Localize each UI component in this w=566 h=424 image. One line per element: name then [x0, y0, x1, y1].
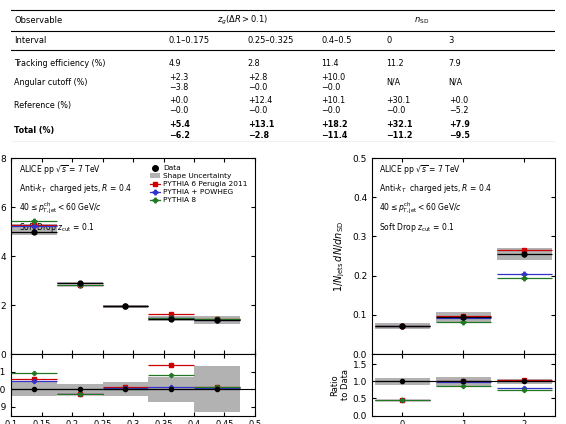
Bar [11, 224, 57, 234]
Bar [57, 384, 102, 394]
Text: +2.3
−3.8: +2.3 −3.8 [169, 73, 188, 92]
Text: N/A: N/A [449, 78, 463, 87]
Text: +0.0
−0.0: +0.0 −0.0 [169, 96, 188, 115]
Text: +32.1
−11.2: +32.1 −11.2 [386, 120, 413, 140]
Text: +10.1
−0.0: +10.1 −0.0 [321, 96, 345, 115]
Y-axis label: $1/N_\mathrm{jets}\,dN/dn_\mathrm{SD}$: $1/N_\mathrm{jets}\,dN/dn_\mathrm{SD}$ [333, 220, 348, 292]
Text: Interval: Interval [14, 36, 46, 45]
Bar [497, 379, 552, 383]
Bar [375, 378, 430, 385]
Text: +12.4
−0.0: +12.4 −0.0 [248, 96, 272, 115]
Text: $z_g(\Delta R > 0.1)$: $z_g(\Delta R > 0.1)$ [217, 14, 268, 27]
Text: 2.8: 2.8 [248, 59, 260, 68]
Text: 0.25–0.325: 0.25–0.325 [248, 36, 294, 45]
Text: Angular cutoff (%): Angular cutoff (%) [14, 78, 88, 87]
Text: Observable: Observable [14, 16, 62, 25]
Y-axis label: Ratio
to Data: Ratio to Data [331, 369, 350, 400]
Text: 0: 0 [386, 36, 392, 45]
Text: ALICE pp $\sqrt{s}$ = 7 TeV
Anti-$k_T$  charged jets, $R$ = 0.4
$40 \leq p^{\rm : ALICE pp $\sqrt{s}$ = 7 TeV Anti-$k_T$ c… [379, 164, 492, 234]
Bar [11, 382, 57, 396]
Text: 11.2: 11.2 [386, 59, 404, 68]
Legend: Data, Shape Uncertainty, PYTHIA 6 Perugia 2011, PYTHIA + POWHEG, PYTHIA 8: Data, Shape Uncertainty, PYTHIA 6 Perugi… [148, 164, 248, 205]
Bar [375, 323, 430, 329]
Text: 4.9: 4.9 [169, 59, 182, 68]
Text: 11.4: 11.4 [321, 59, 338, 68]
Text: +0.0
−5.2: +0.0 −5.2 [449, 96, 468, 115]
Text: Tracking efficiency (%): Tracking efficiency (%) [14, 59, 105, 68]
Bar [436, 377, 491, 386]
Text: 3: 3 [449, 36, 454, 45]
Bar [148, 316, 194, 321]
Text: +10.0
−0.0: +10.0 −0.0 [321, 73, 345, 92]
Text: +5.4
−6.2: +5.4 −6.2 [169, 120, 190, 140]
Text: Total (%): Total (%) [14, 126, 54, 134]
Text: +2.8
−0.0: +2.8 −0.0 [248, 73, 267, 92]
Text: +13.1
−2.8: +13.1 −2.8 [248, 120, 274, 140]
Text: +18.2
−11.4: +18.2 −11.4 [321, 120, 348, 140]
Bar [102, 305, 148, 308]
Text: Reference (%): Reference (%) [14, 101, 71, 110]
Text: $n_\mathrm{SD}$: $n_\mathrm{SD}$ [414, 15, 429, 26]
Bar [148, 377, 194, 402]
Bar [194, 366, 239, 412]
Bar [102, 382, 148, 396]
Text: N/A: N/A [386, 78, 400, 87]
Text: 0.4–0.5: 0.4–0.5 [321, 36, 351, 45]
Text: ALICE pp $\sqrt{s}$ = 7 TeV
Anti-$k_T$  charged jets, $R$ = 0.4
$40 \leq p^{\rm : ALICE pp $\sqrt{s}$ = 7 TeV Anti-$k_T$ c… [19, 164, 132, 234]
Bar [497, 248, 552, 260]
Bar [57, 282, 102, 285]
Text: 7.9: 7.9 [449, 59, 461, 68]
Text: +7.9
−9.5: +7.9 −9.5 [449, 120, 470, 140]
Text: +30.1
−0.0: +30.1 −0.0 [386, 96, 410, 115]
Bar [436, 312, 491, 322]
Text: 0.1–0.175: 0.1–0.175 [169, 36, 210, 45]
Bar [194, 316, 239, 324]
